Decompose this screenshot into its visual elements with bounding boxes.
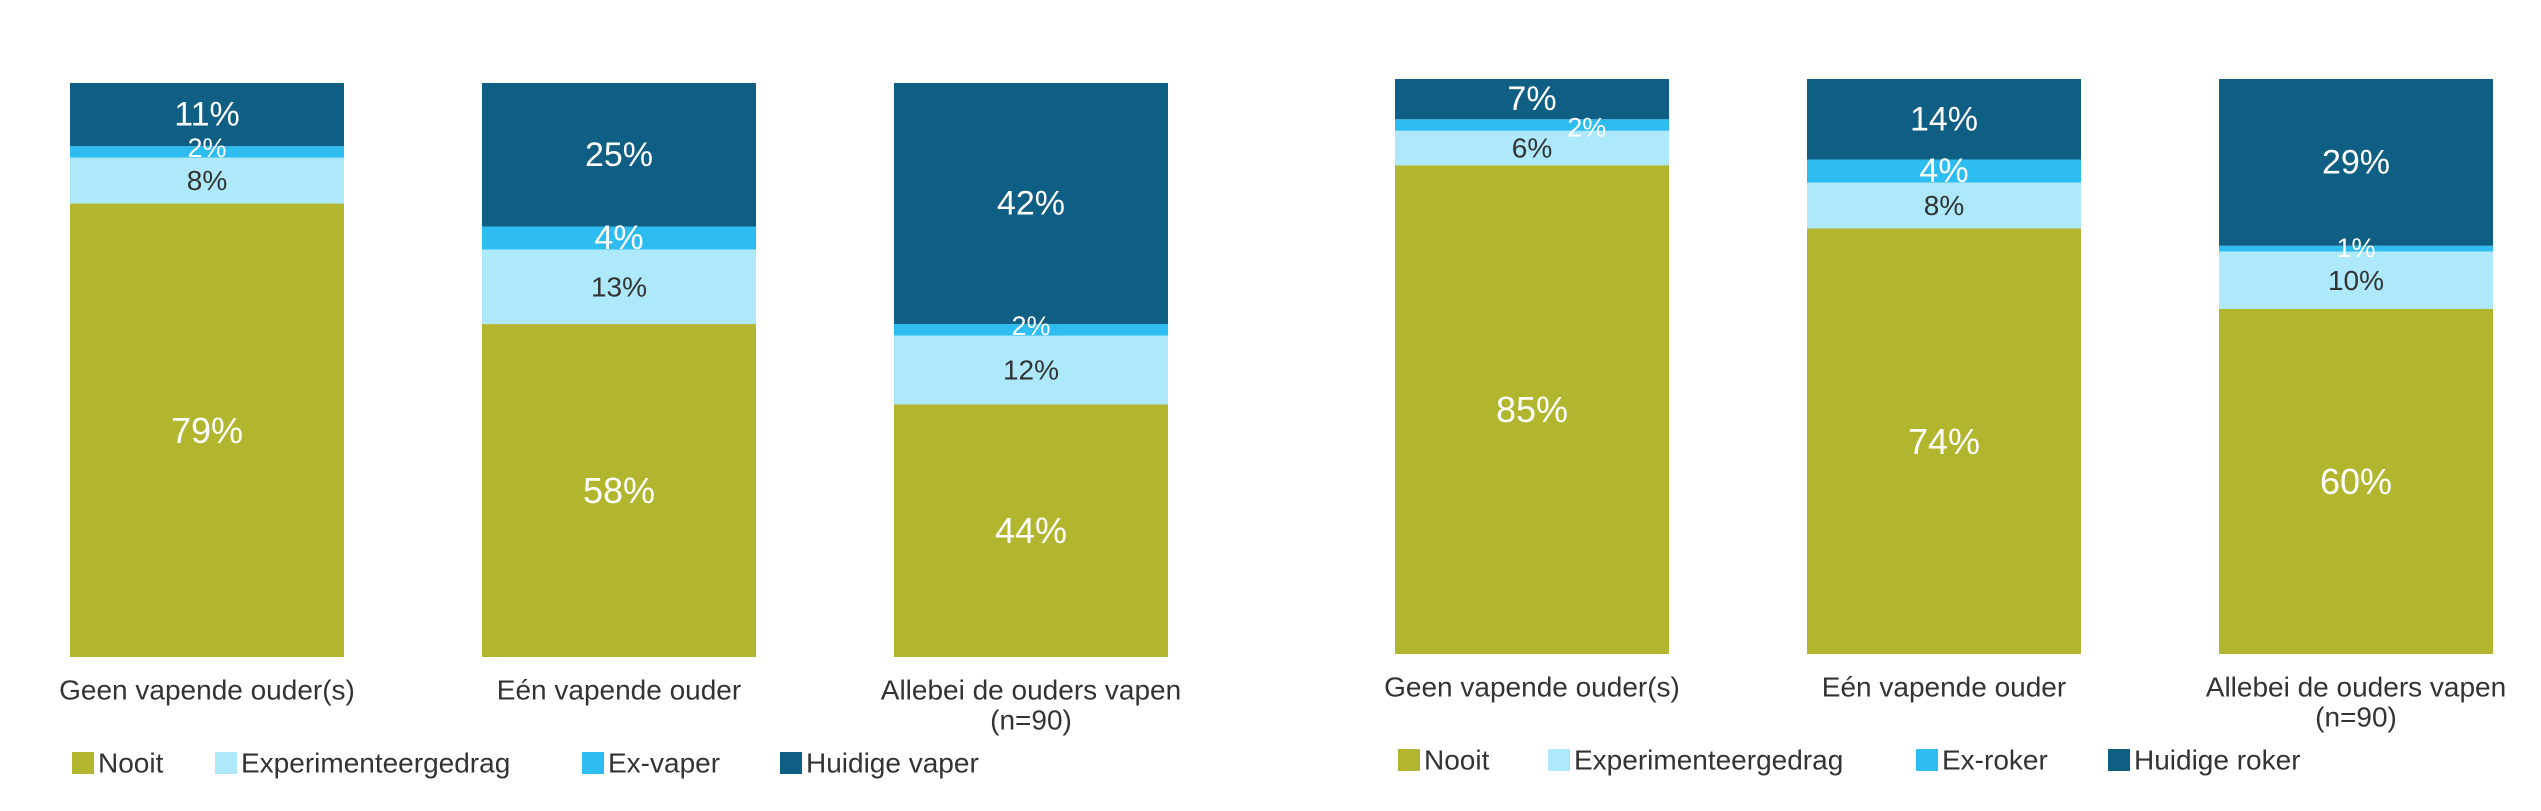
bar-segment [482,324,756,657]
data-label: 11% [174,96,240,134]
legend-swatch [72,752,94,774]
legend-swatch [780,752,802,774]
bar-segment [894,404,1168,657]
category-label: Geen vapende ouder(s) [59,675,355,706]
bar-segment [1395,165,1669,654]
legend: Nooit Experimenteergedrag Ex-roker Huidige … [1398,745,2301,776]
chart-1: 79%8%2%11%Geen vapende ouder(s)58%13%4%2… [59,83,1181,779]
data-label: 4% [594,219,643,257]
legend-label: Experimenteergedrag [1574,745,1843,776]
data-label: 60% [2320,461,2392,502]
bar-segment [894,83,1168,325]
legend-swatch [1916,749,1938,771]
bar-segment [482,226,756,250]
data-label: 42% [997,185,1065,223]
legend-swatch [1398,749,1420,771]
data-label: 7% [1507,80,1556,118]
bar-segment [482,83,756,227]
category-label: (n=90) [2315,702,2397,733]
data-label: 10% [2328,265,2384,296]
legend: Nooit Experimenteergedrag Ex-vaper Huidige … [72,748,979,779]
data-label: 29% [2322,143,2390,181]
legend-label: Ex-vaper [608,748,720,779]
data-label: 4% [1919,152,1968,190]
legend-swatch [215,752,237,774]
chart-2: 85% 6% 2% 7% Geen vapende ouder(s) 74% 8%4% 14%… [1384,79,2506,776]
bar-segment [70,83,344,147]
data-label: 1% [2336,233,2375,263]
bar-segment [1807,182,2081,229]
bar-segment [70,157,344,204]
bar-segment [70,146,344,158]
legend-label: Nooit [1424,745,1490,776]
category-label: Eén vapende ouder [1822,672,2066,703]
data-label: 8% [1924,190,1964,221]
category-label: (n=90) [990,705,1072,736]
legend-swatch [1548,749,1570,771]
bar-segment [1395,119,1669,131]
category-label: Geen vapende ouder(s) [1384,672,1680,703]
data-label: 79% [171,410,243,451]
bar-segment [1807,159,2081,183]
data-label: 58% [583,470,655,511]
data-label: 44% [995,510,1067,551]
bar-segment [2219,245,2493,252]
category-label: Allebei de ouders vapen [881,675,1181,706]
legend-label: Experimenteergedrag [241,748,510,779]
data-label: 6% [1512,133,1552,164]
legend-swatch [582,752,604,774]
data-label: 74% [1908,421,1980,462]
data-label: 2% [187,133,226,163]
bar-segment [1395,130,1669,166]
bar-segment [894,335,1168,405]
legend-label: Ex-roker [1942,745,2048,776]
legend-label: Huidige roker [2134,745,2301,776]
bar-segment [1807,79,2081,160]
data-label: 25% [585,136,653,174]
bar-segment [2219,309,2493,654]
data-label: 2% [1567,112,1606,142]
category-label: Eén vapende ouder [497,675,741,706]
data-label: 8% [187,165,227,196]
data-label: 14% [1910,100,1978,138]
bar-segment [1395,79,1669,120]
legend-label: Nooit [98,748,164,779]
bar-segment [2219,251,2493,309]
bar-segment [1807,228,2081,654]
bar-segment [70,203,344,658]
legend-label: Huidige vaper [806,748,979,779]
bar-segment [894,324,1168,336]
data-label: 12% [1003,355,1059,386]
bar-segment [482,249,756,325]
bar-segment [2219,79,2493,246]
legend-swatch [2108,749,2130,771]
data-label: 85% [1496,389,1568,430]
data-label: 13% [591,271,647,302]
category-label: Allebei de ouders vapen [2206,672,2506,703]
data-label: 2% [1011,311,1050,341]
